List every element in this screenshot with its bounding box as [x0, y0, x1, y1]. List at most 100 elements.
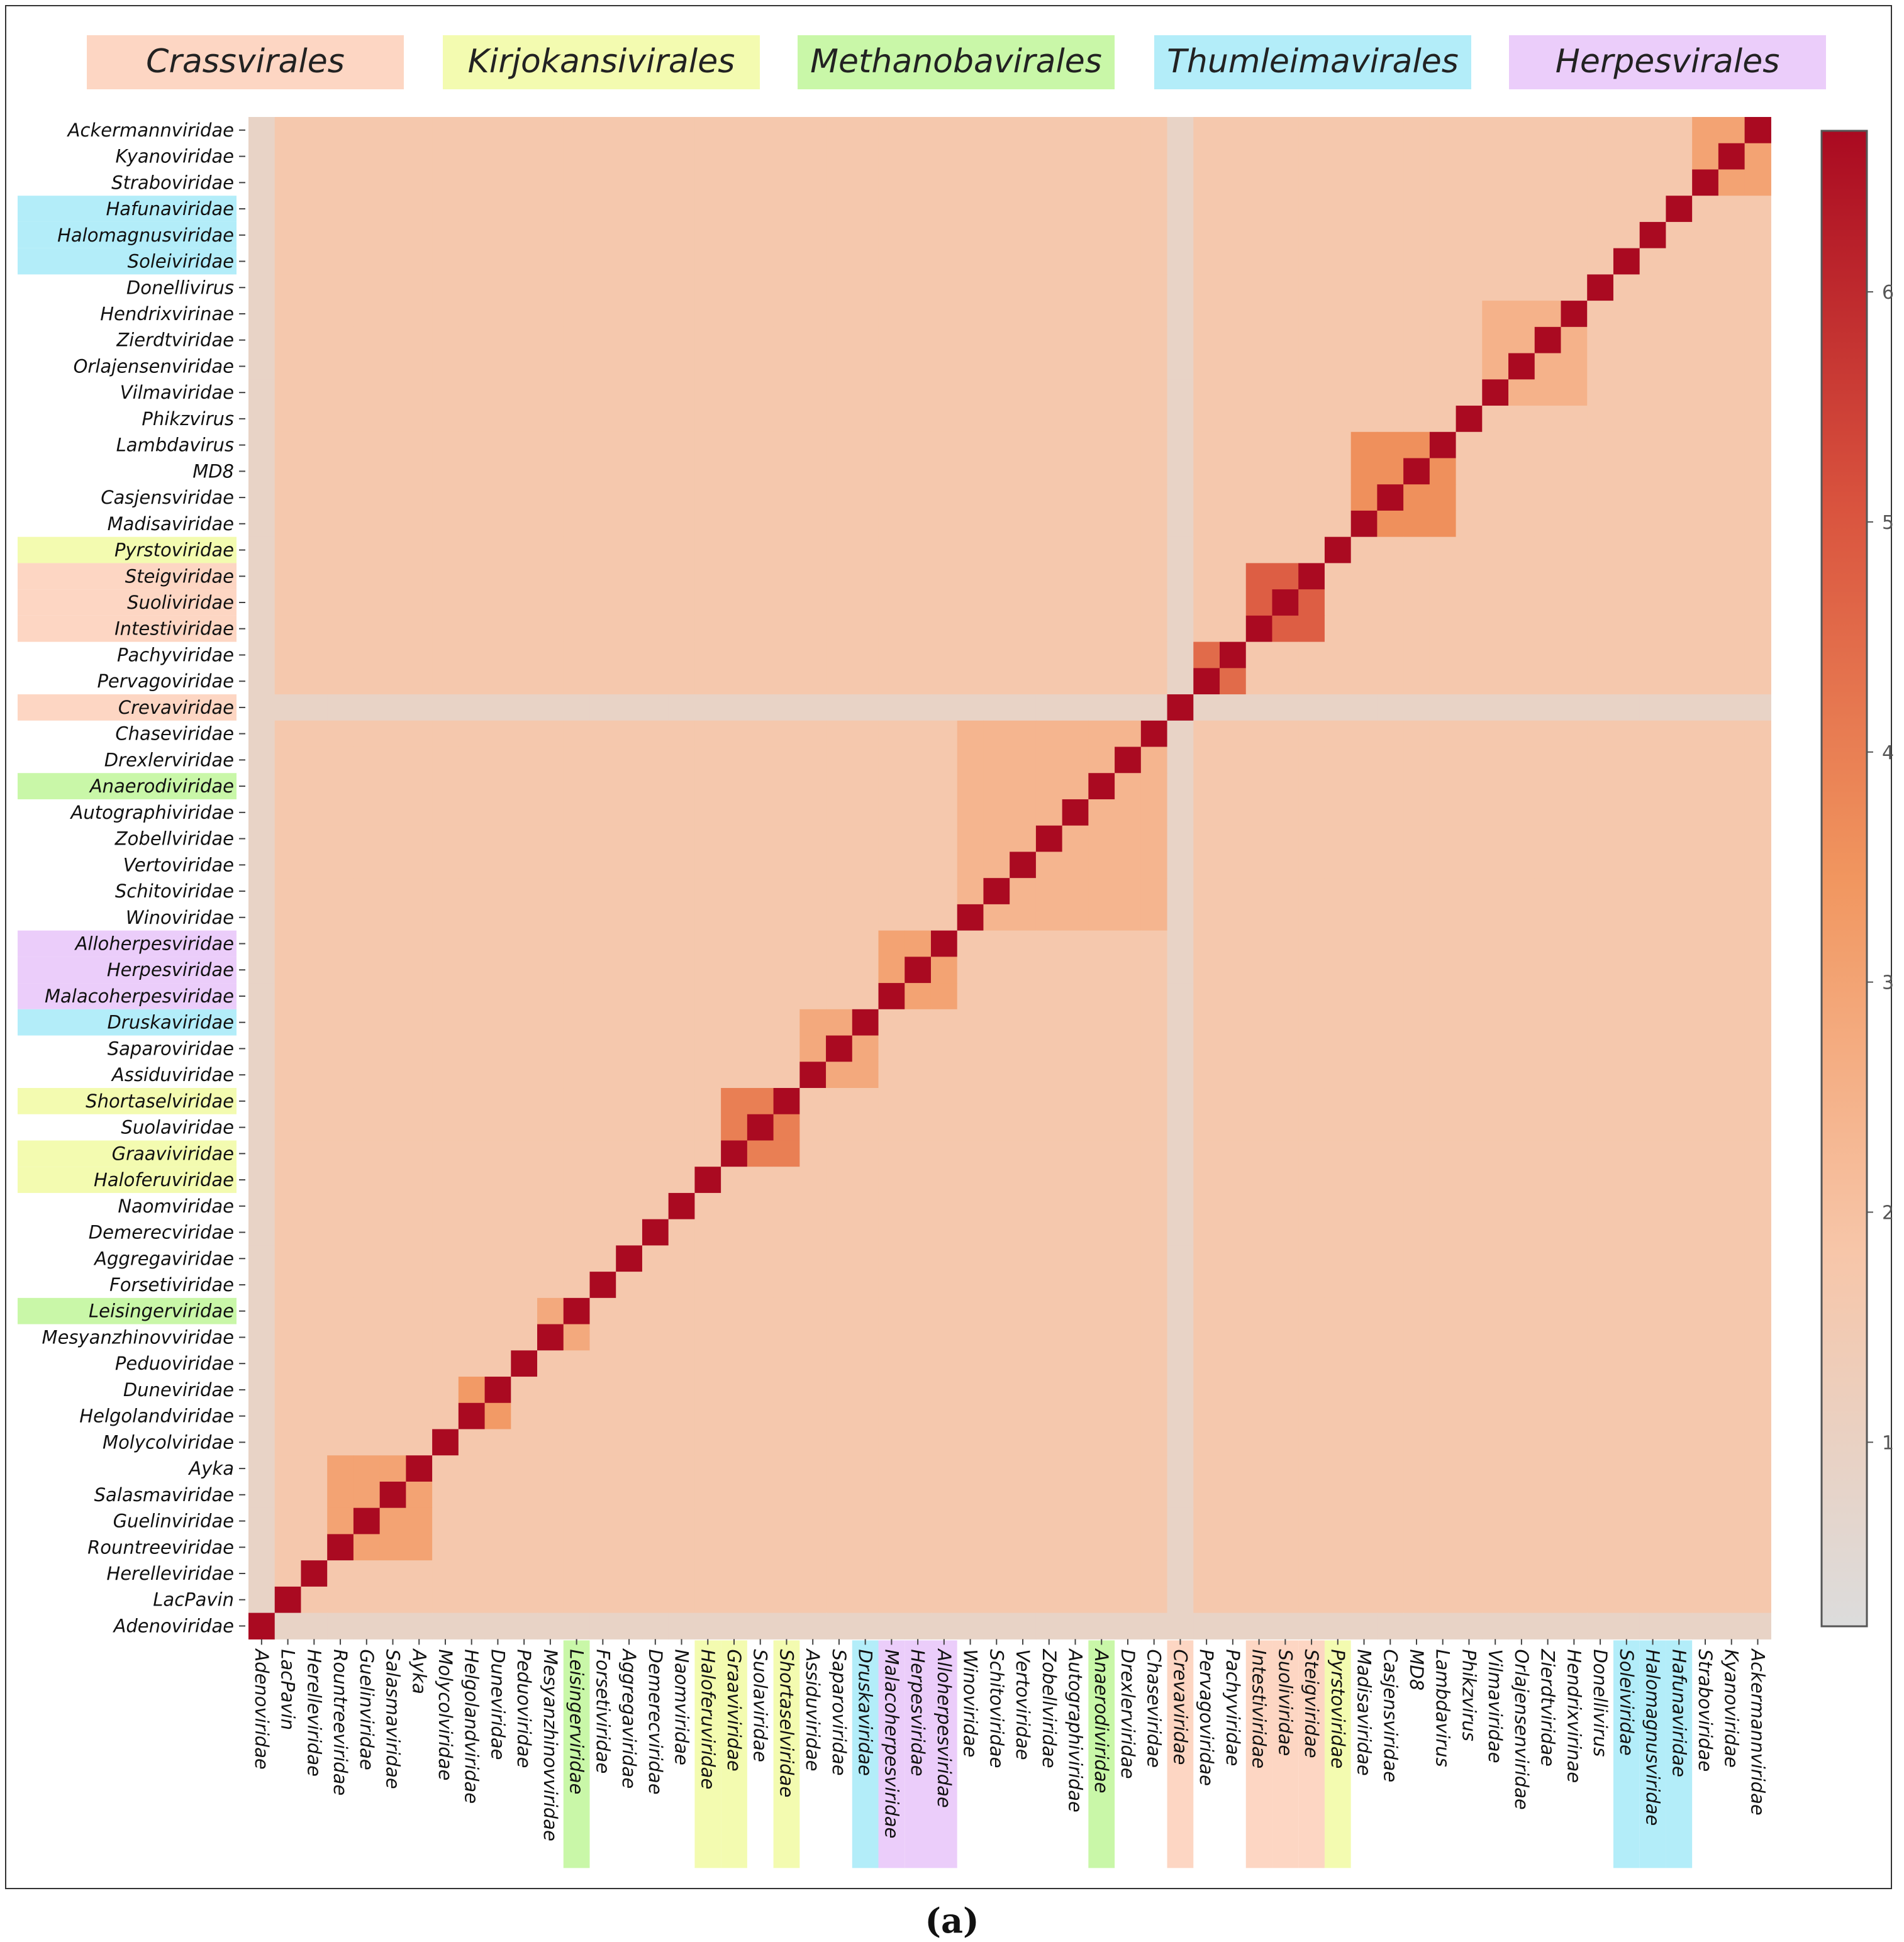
heatmap-cell	[511, 878, 538, 905]
heatmap-cell	[747, 1507, 774, 1535]
heatmap-cell	[353, 484, 381, 511]
heatmap-cell	[1298, 248, 1325, 275]
heatmap-cell	[458, 221, 486, 249]
heatmap-cell	[1062, 615, 1089, 643]
heatmap-cell	[852, 169, 879, 196]
heatmap-cell	[1613, 536, 1640, 564]
heatmap-cell	[1429, 1560, 1457, 1587]
heatmap-cell	[1193, 1534, 1220, 1561]
heatmap-cell	[642, 773, 669, 800]
heatmap-cell	[1035, 1481, 1063, 1509]
heatmap-cell	[248, 458, 276, 485]
heatmap-cell	[1456, 1507, 1483, 1535]
heatmap-cell	[799, 799, 827, 826]
heatmap-cell	[799, 458, 827, 485]
heatmap-cell	[1062, 799, 1089, 826]
heatmap-cell	[248, 406, 276, 433]
heatmap-cell	[1456, 1088, 1483, 1115]
heatmap-cell	[905, 1377, 932, 1404]
heatmap-cell	[458, 1455, 486, 1482]
heatmap-cell	[1193, 221, 1220, 249]
heatmap-cell	[826, 825, 853, 853]
heatmap-cell	[1324, 720, 1352, 748]
heatmap-cell	[773, 169, 800, 196]
heatmap-cell	[1613, 825, 1640, 853]
heatmap-cell	[327, 196, 354, 223]
heatmap-cell	[1298, 1560, 1325, 1587]
heatmap-cell	[1482, 221, 1509, 249]
heatmap-cell	[1088, 1009, 1115, 1036]
x-label-highlight	[1613, 1640, 1640, 1868]
heatmap-cell	[301, 536, 328, 564]
heatmap-cell	[852, 1534, 879, 1561]
heatmap-cell	[747, 1035, 774, 1062]
heatmap-cell	[248, 510, 276, 538]
heatmap-cell	[406, 406, 433, 433]
heatmap-cell	[406, 825, 433, 853]
heatmap-cell	[1350, 1377, 1378, 1404]
heatmap-cell	[589, 536, 616, 564]
heatmap-cell	[668, 1035, 696, 1062]
heatmap-cell	[1429, 694, 1457, 721]
heatmap-cell	[1508, 143, 1535, 170]
heatmap-cell	[1272, 1167, 1299, 1194]
heatmap-cell	[878, 1586, 905, 1614]
heatmap-cell	[1193, 117, 1220, 144]
heatmap-cell	[1115, 117, 1142, 144]
y-axis-labels: AckermannviridaeKyanoviridaeStrabovirida…	[42, 119, 245, 1636]
x-label: Pyrstoviridae	[1327, 1649, 1349, 1768]
heatmap-cell	[248, 196, 276, 223]
heatmap-cell	[537, 1297, 564, 1325]
heatmap-cell	[1403, 1586, 1430, 1614]
heatmap-cell	[1220, 1377, 1247, 1404]
heatmap-cell	[1272, 878, 1299, 905]
heatmap-cell	[1666, 825, 1693, 853]
heatmap-cell	[1350, 1429, 1378, 1456]
heatmap-cell	[353, 1377, 381, 1404]
heatmap-cell	[616, 1324, 643, 1351]
heatmap-cell	[484, 694, 511, 721]
heatmap-cell	[511, 1114, 538, 1141]
heatmap-cell	[616, 196, 643, 223]
heatmap-cell	[1429, 143, 1457, 170]
heatmap-cell	[1035, 589, 1063, 616]
heatmap-cell	[511, 326, 538, 354]
heatmap-cell	[1561, 1481, 1588, 1509]
heatmap-cell	[1429, 353, 1457, 380]
heatmap-cell	[694, 615, 721, 643]
heatmap-cell	[1692, 143, 1719, 170]
heatmap-cell	[301, 1192, 328, 1220]
heatmap-cell	[1272, 746, 1299, 774]
heatmap-cell	[1062, 1560, 1089, 1587]
heatmap-cell	[747, 379, 774, 406]
heatmap-cell	[353, 904, 381, 931]
heatmap-cell	[1193, 143, 1220, 170]
heatmap-cell	[1272, 1192, 1299, 1220]
heatmap-cell	[1088, 852, 1115, 879]
heatmap-cell	[458, 484, 486, 511]
x-label: Peduoviridae	[513, 1649, 535, 1768]
heatmap-cell	[379, 431, 406, 459]
heatmap-cell	[511, 1429, 538, 1456]
heatmap-cell	[301, 1481, 328, 1509]
heatmap-cell	[537, 825, 564, 853]
heatmap-cell	[406, 1167, 433, 1194]
heatmap-cell	[1140, 1245, 1168, 1272]
heatmap-cell	[616, 1192, 643, 1220]
heatmap-cell	[1587, 431, 1614, 459]
heatmap-cell	[957, 1507, 984, 1535]
heatmap-cell	[1639, 825, 1667, 853]
heatmap-cell	[1167, 852, 1194, 879]
heatmap-cell	[957, 563, 984, 590]
heatmap-cell	[563, 615, 591, 643]
heatmap-cell	[1403, 301, 1430, 328]
heatmap-cell	[484, 1009, 511, 1036]
heatmap-cell	[1639, 852, 1667, 879]
heatmap-cell	[1140, 1586, 1168, 1614]
heatmap-cell	[1534, 1272, 1562, 1299]
heatmap-cell	[1220, 1534, 1247, 1561]
heatmap-cell	[1403, 694, 1430, 721]
heatmap-cell	[1587, 1586, 1614, 1614]
heatmap-cell	[1220, 773, 1247, 800]
heatmap-cell	[1561, 825, 1588, 853]
